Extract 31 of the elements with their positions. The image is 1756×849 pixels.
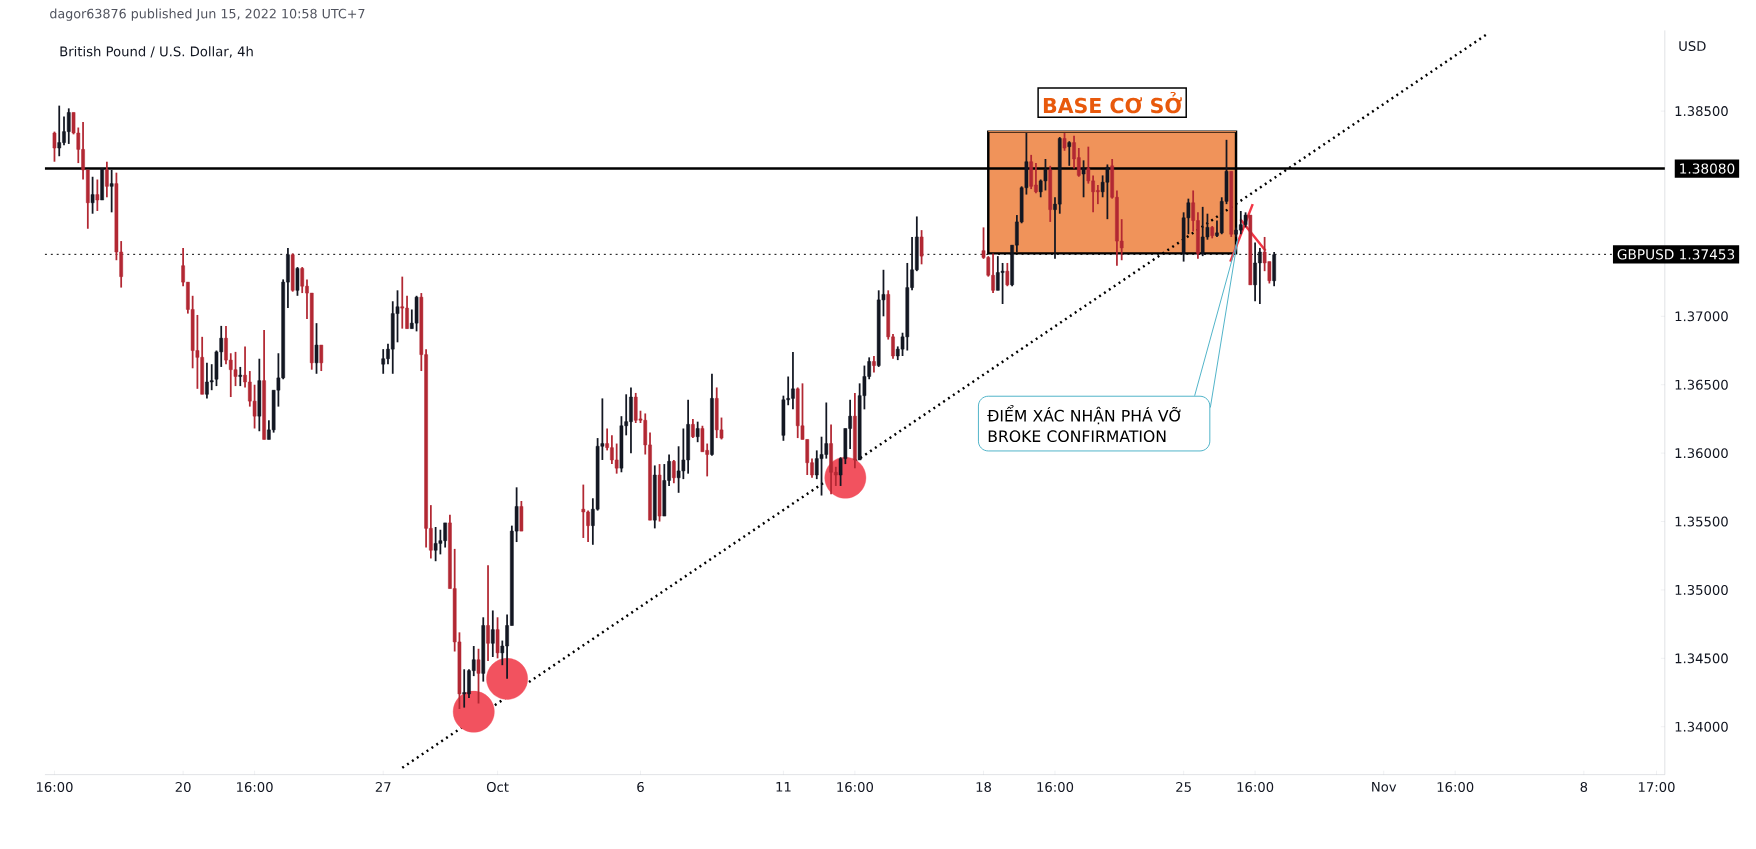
x-tick-label: 8 <box>1580 781 1588 792</box>
x-tick-label: 16:00 <box>1237 781 1274 792</box>
y-tick-label: 1.35500 <box>1675 516 1728 527</box>
y-axis-title: USD <box>1679 41 1706 51</box>
y-tick-label: 1.34500 <box>1675 653 1728 664</box>
x-tick-label: Oct <box>486 781 509 792</box>
x-tick-label: 16:00 <box>36 781 73 792</box>
x-tick-label: 11 <box>776 781 791 792</box>
text: British Pound / U.S. Dollar, 4h <box>60 46 253 58</box>
y-tick-label: 1.35000 <box>1675 584 1728 595</box>
x-tick-label: 6 <box>637 781 644 792</box>
x-tick-label: Nov <box>1372 781 1397 792</box>
annotation: ĐIỂM XÁC NHẬN PHÁ VỠ BROKE CONFIRMATION <box>987 404 1181 443</box>
y-tick-label: 1.36500 <box>1675 379 1728 390</box>
ref-line-label: 1.38080 <box>1680 163 1735 174</box>
x-tick-label: 16:00 <box>1037 781 1074 792</box>
y-tick-label: 1.38500 <box>1675 106 1728 116</box>
series-label: BASE CƠ SỞ <box>1043 91 1182 114</box>
x-tick-label: 20 <box>175 781 191 792</box>
text: dagor63876 published Jun 15, 2022 10:58 UTC+7 <box>50 8 365 21</box>
x-tick-label: 16:00 <box>237 781 273 792</box>
x-tick-label: 25 <box>1176 781 1191 792</box>
x-tick-label: 27 <box>375 781 391 792</box>
y-tick-label: 1.36000 <box>1675 448 1728 459</box>
x-tick-label: 16:00 <box>1437 781 1474 792</box>
y-tick-label: 1.34000 <box>1675 721 1728 732</box>
x-tick-label: 17:00 <box>1638 781 1675 792</box>
y-tick-label: 1.37000 <box>1675 311 1728 322</box>
x-tick-label: 18 <box>976 781 992 792</box>
ref-line-label: GBPUSD 1.37453 <box>1617 249 1735 260</box>
x-tick-label: 16:00 <box>837 781 874 792</box>
